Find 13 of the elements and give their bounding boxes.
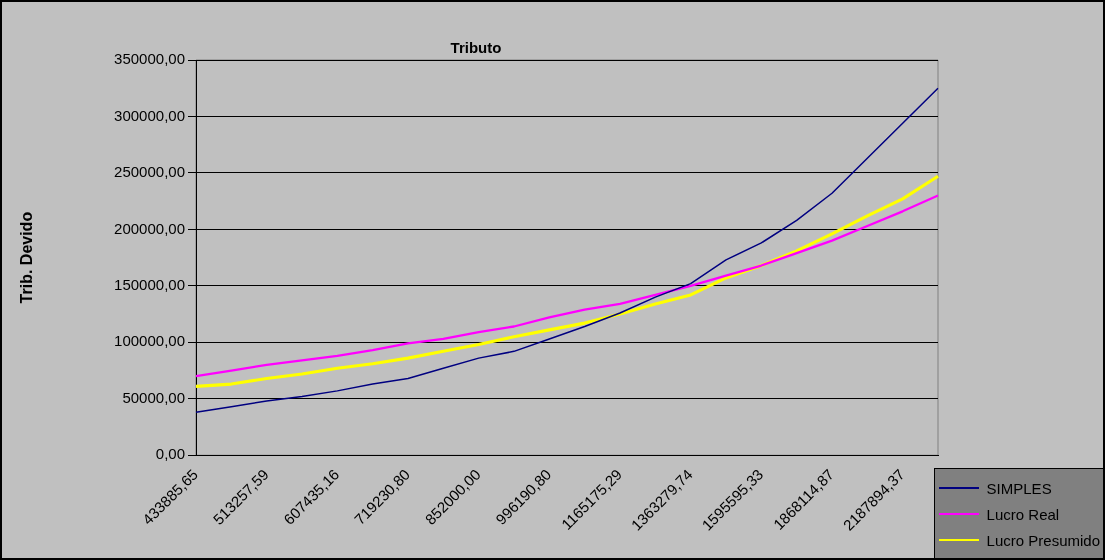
y-tick-label: 150000,00 [114, 275, 185, 293]
chart-title: Tributo [450, 39, 502, 57]
y-tick-label: 350000,00 [114, 50, 185, 68]
y-axis-title: Trib. Devido [18, 211, 36, 304]
legend-label: Lucro Real [986, 505, 1060, 523]
y-tick-label: 300000,00 [114, 106, 185, 124]
y-tick-label: 50000,00 [122, 388, 185, 406]
y-tick-label: 100000,00 [114, 332, 185, 350]
legend-label: Lucro Presumido [986, 531, 1100, 549]
y-tick-label: 200000,00 [114, 219, 185, 237]
legend-label: SIMPLES [986, 479, 1052, 497]
y-tick-label: 250000,00 [114, 163, 185, 181]
y-tick-label: 0,00 [155, 445, 185, 463]
